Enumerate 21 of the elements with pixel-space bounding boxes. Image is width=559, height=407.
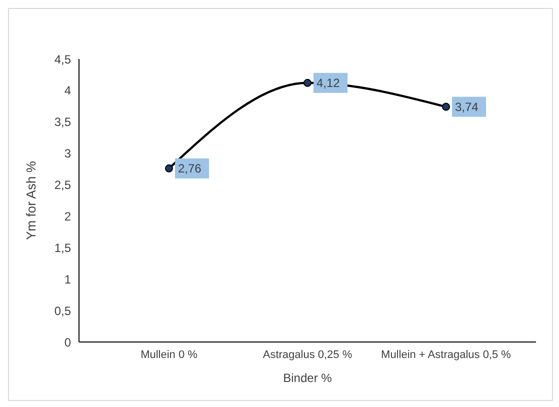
y-tick-label: 0,5	[54, 304, 72, 318]
y-tick-label: 2	[64, 209, 72, 224]
point	[304, 78, 312, 87]
y-tick-label: 2,5	[54, 178, 72, 192]
y-axis-title: Ym for Ash %	[24, 160, 39, 240]
x-tick-label: Mullein + Astragalus 0,5 %	[381, 348, 512, 361]
x-tick-label: Astragalus 0,25 %	[262, 348, 352, 361]
data-label: 3,74	[455, 100, 479, 114]
point	[442, 102, 450, 111]
point	[165, 164, 173, 172]
y-tick-label: 1	[64, 272, 72, 286]
data-label: 4,12	[316, 76, 340, 90]
y-tick-label: 0	[64, 335, 72, 350]
x-axis-title: Binder %	[283, 371, 332, 385]
data-label: 2,76	[178, 161, 202, 176]
x-tick-label: Mullein 0 %	[140, 348, 198, 361]
y-tick-label: 3	[64, 146, 72, 161]
y-tick-label: 1,5	[54, 240, 72, 255]
y-tick-label: 4	[64, 84, 72, 98]
y-tick-label: 3,5	[54, 115, 72, 130]
y-tick-label: 4,5	[54, 52, 72, 66]
